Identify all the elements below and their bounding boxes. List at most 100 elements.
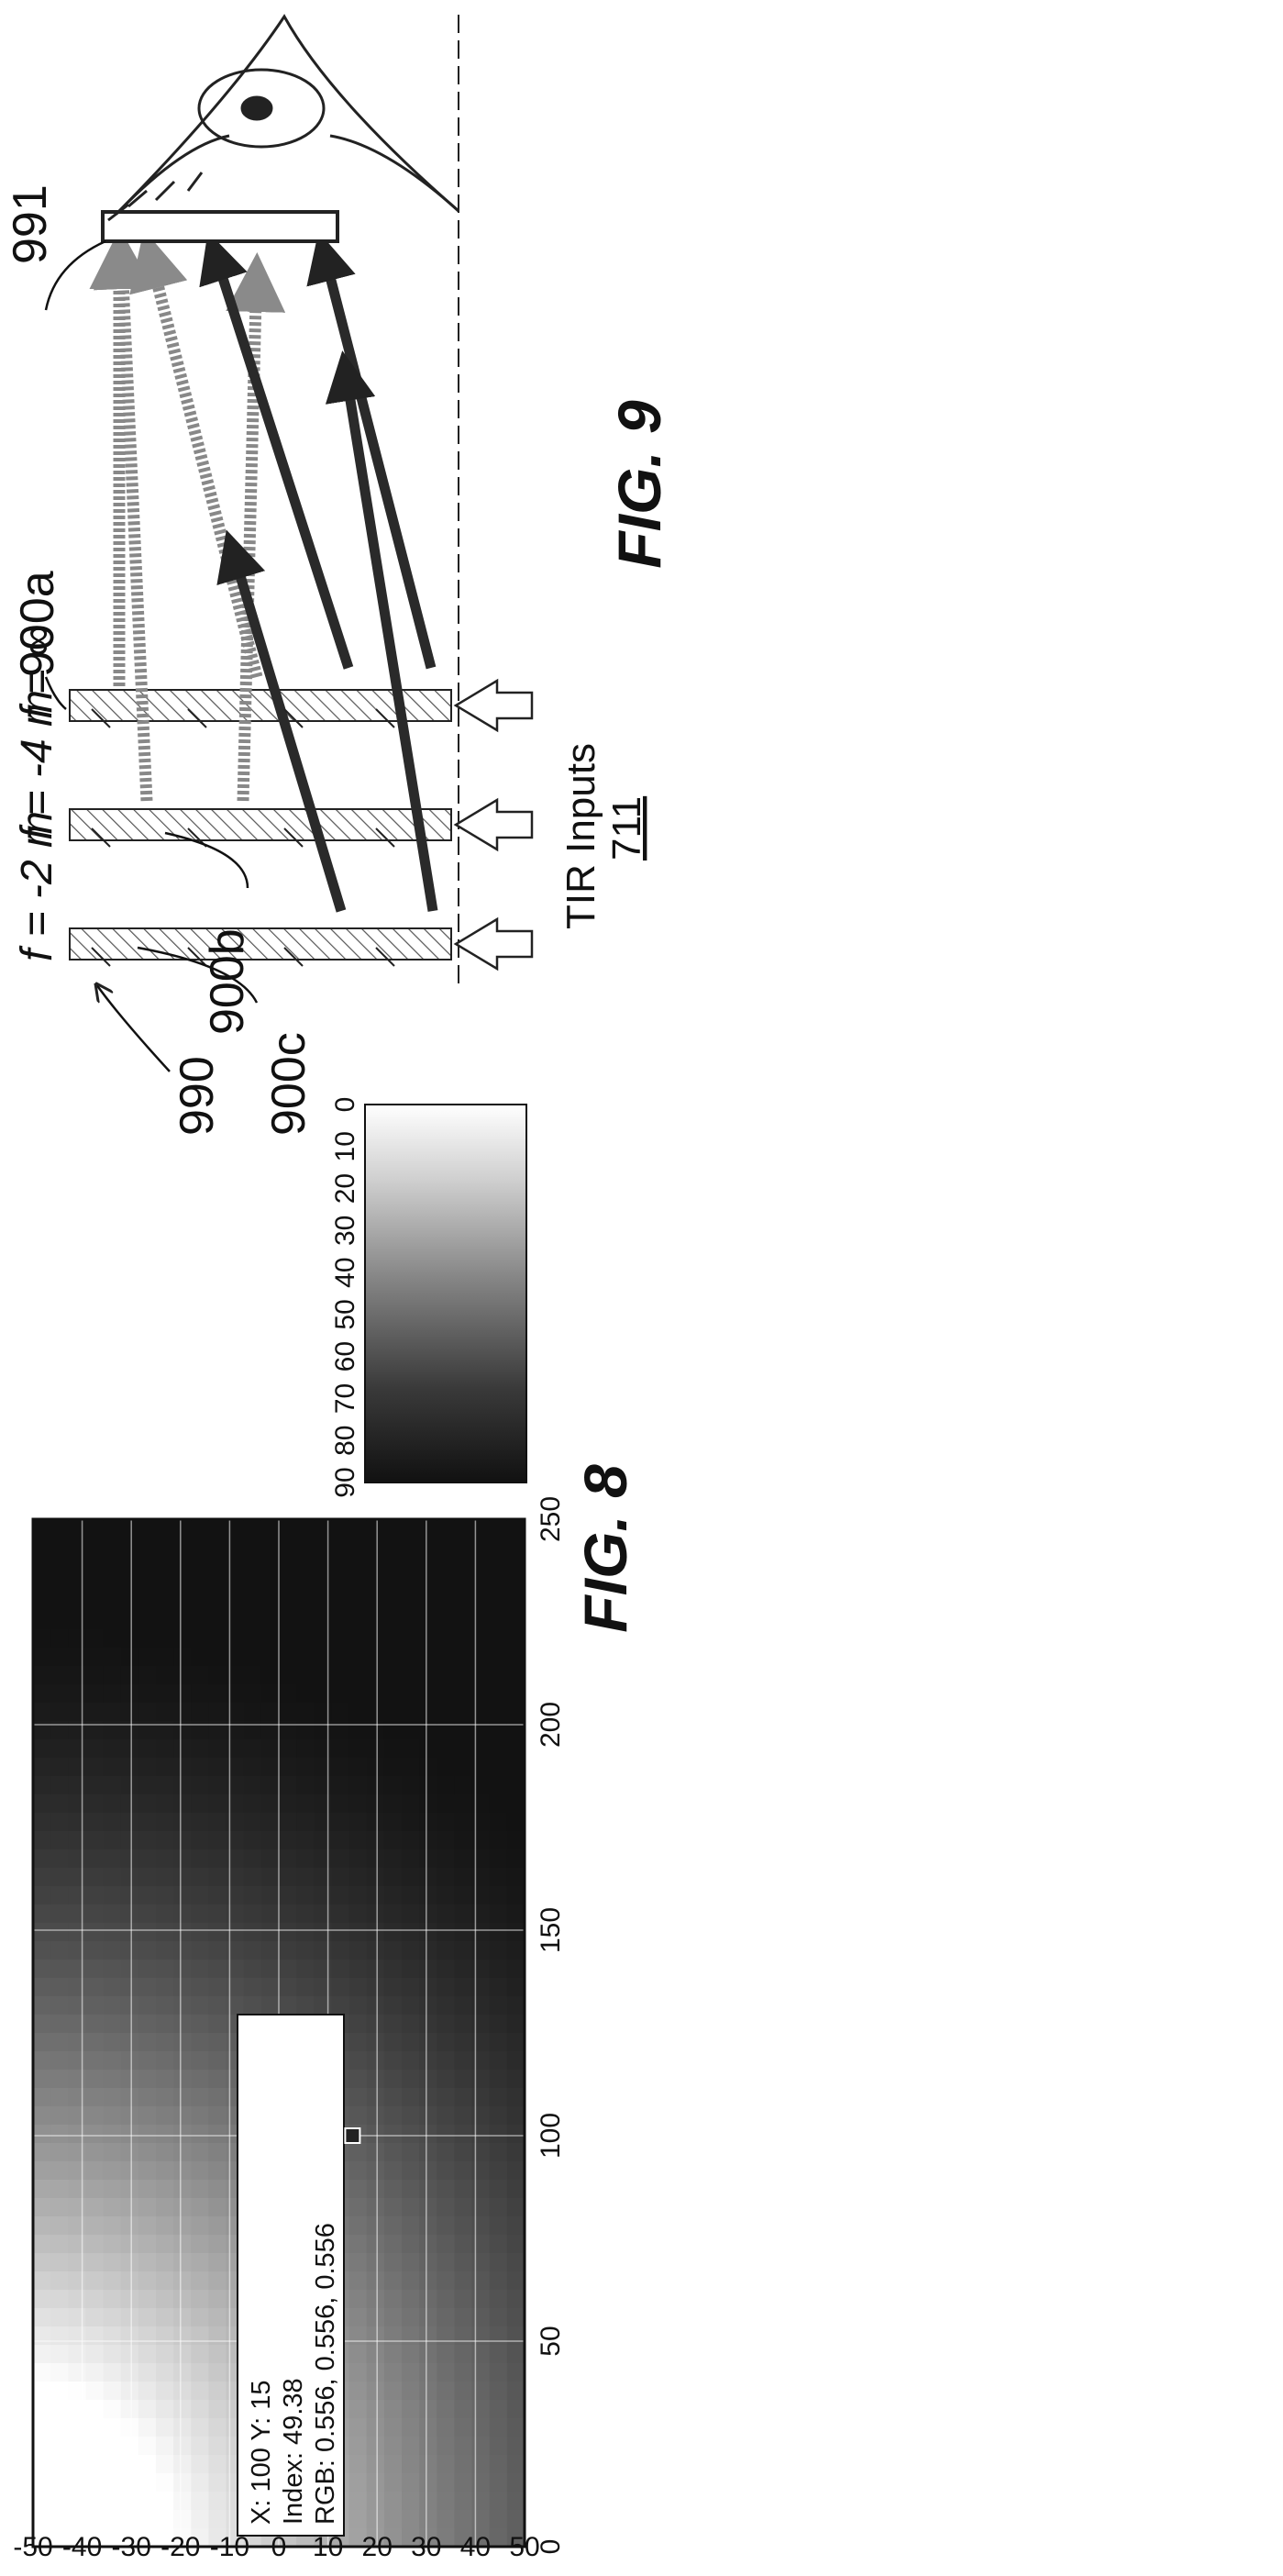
- heatmap-cell: [454, 1628, 473, 1648]
- heatmap-cell: [103, 2160, 122, 2180]
- heatmap-cell: [506, 1720, 525, 1739]
- heatmap-cell: [103, 1922, 122, 1941]
- heatmap-cell: [437, 1757, 456, 1776]
- heatmap-cell: [120, 1793, 139, 1813]
- colorbar: [364, 1104, 527, 1483]
- heatmap-cell: [454, 1849, 473, 1868]
- heatmap-cell: [173, 1867, 192, 1886]
- heatmap-cell: [208, 2050, 227, 2070]
- heatmap-cell: [173, 2087, 192, 2106]
- heatmap-cell: [383, 2105, 403, 2125]
- heatmap-cell: [471, 1647, 491, 1666]
- heatmap-cell: [173, 2417, 192, 2437]
- heatmap-cell: [50, 1904, 69, 1923]
- label-991: 991: [4, 184, 57, 264]
- heatmap-cell: [103, 1628, 122, 1648]
- heatmap-cell: [419, 2454, 437, 2473]
- heatmap-cell: [226, 1775, 245, 1794]
- heatmap-cell: [279, 1702, 297, 1721]
- heatmap-cell: [120, 1720, 139, 1739]
- heatmap-cell: [419, 2472, 437, 2492]
- heatmap-cell: [226, 1738, 245, 1758]
- heatmap-cell: [366, 1720, 385, 1739]
- heatmap-cell: [103, 2069, 122, 2088]
- heatmap-cell: [156, 1922, 174, 1941]
- heatmap-cell: [506, 2105, 525, 2125]
- heatmap-cell: [85, 2160, 105, 2180]
- heatmap-cell: [68, 2362, 87, 2382]
- heatmap-cell: [138, 2509, 157, 2528]
- heatmap-cell: [437, 2399, 456, 2418]
- lens-991: [101, 210, 339, 243]
- heatmap-cell: [85, 1738, 105, 1758]
- heatmap-cell: [50, 2509, 69, 2528]
- heatmap-cell: [85, 2069, 105, 2088]
- heatmap-cell: [331, 1738, 350, 1758]
- heatmap-cell: [383, 1793, 403, 1813]
- heatmap-cell: [50, 2050, 69, 2070]
- heatmap-cell: [138, 1573, 157, 1593]
- heatmap-cell: [191, 1519, 210, 1538]
- heatmap-cell: [208, 2105, 227, 2125]
- heatmap-cell: [437, 2271, 456, 2290]
- heatmap-cell: [173, 1647, 192, 1666]
- heatmap-cell: [103, 1940, 122, 1960]
- heatmap-cell: [506, 1849, 525, 1868]
- heatmap-cell: [50, 1812, 69, 1831]
- heatmap-cell: [173, 2032, 192, 2051]
- heatmap-cell: [156, 1610, 174, 1629]
- heatmap-cell: [191, 1683, 210, 1703]
- heatmap-cell: [366, 2472, 385, 2492]
- heatmap-cell: [68, 1904, 87, 1923]
- heatmap-cell: [402, 1628, 420, 1648]
- heatmap-cell: [33, 1702, 51, 1721]
- heatmap-cell: [85, 2197, 105, 2216]
- heatmap-cell: [383, 2215, 403, 2235]
- heatmap-cell: [331, 1830, 350, 1849]
- heatmap-cell: [419, 1628, 437, 1648]
- heatmap-cell: [402, 1812, 420, 1831]
- heatmap-cell: [208, 2491, 227, 2510]
- heatmap-cell: [296, 1904, 315, 1923]
- heatmap-cell: [402, 2417, 420, 2437]
- tir-input-arrows: [453, 678, 534, 972]
- heatmap-cell: [348, 2069, 368, 2088]
- heatmap-cell: [173, 1812, 192, 1831]
- heatmap-cell: [138, 2399, 157, 2418]
- heatmap-cell: [314, 1519, 333, 1538]
- heatmap-cell: [120, 1702, 139, 1721]
- heatmap-cell: [50, 1683, 69, 1703]
- x-tick-label: 0: [536, 2539, 566, 2555]
- heatmap-cell: [120, 1812, 139, 1831]
- heatmap-cell: [120, 2105, 139, 2125]
- heatmap-cell: [138, 1959, 157, 1978]
- heatmap-cell: [50, 2417, 69, 2437]
- heatmap-cell: [68, 1592, 87, 1611]
- heatmap-cell: [279, 1812, 297, 1831]
- heatmap-cell: [454, 1573, 473, 1593]
- heatmap-cell: [208, 2160, 227, 2180]
- heatmap-cell: [68, 2032, 87, 2051]
- heatmap-cell: [68, 2509, 87, 2528]
- heatmap-cell: [489, 2142, 508, 2161]
- heatmap-cell: [454, 1977, 473, 1996]
- heatmap-cell: [103, 2179, 122, 2198]
- heatmap-cell: [419, 1775, 437, 1794]
- heatmap-cell: [120, 2509, 139, 2528]
- heatmap-cell: [506, 2197, 525, 2216]
- heatmap-cell: [348, 1647, 368, 1666]
- heatmap-cell: [33, 1959, 51, 1978]
- heatmap-cell: [348, 2142, 368, 2161]
- heatmap-cell: [366, 1830, 385, 1849]
- heatmap-cell: [243, 1977, 262, 1996]
- heatmap-cell: [506, 1610, 525, 1629]
- heatmap-cell: [33, 1610, 51, 1629]
- heatmap-cell: [68, 2087, 87, 2106]
- heatmap-cell: [138, 1885, 157, 1904]
- heatmap-cell: [103, 1519, 122, 1538]
- heatmap-cell: [454, 1537, 473, 1556]
- heatmap-cell: [50, 1940, 69, 1960]
- heatmap-cell: [208, 1995, 227, 2015]
- heatmap-cell: [85, 2271, 105, 2290]
